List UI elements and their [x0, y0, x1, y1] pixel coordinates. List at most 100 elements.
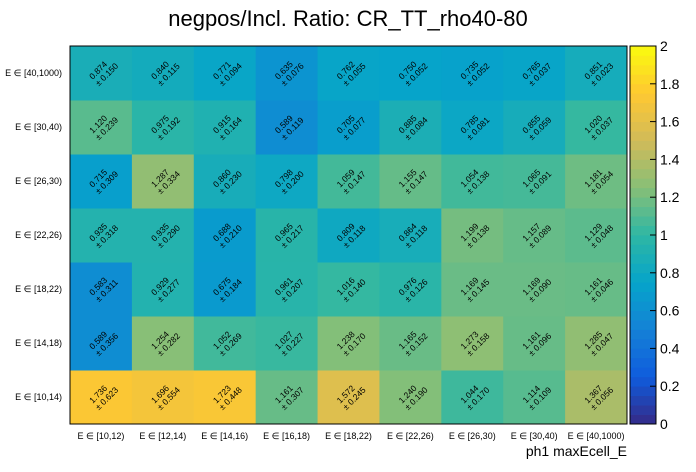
color-scale-segment — [630, 386, 656, 397]
color-scale-segment — [630, 168, 656, 179]
heatmap-cell — [317, 370, 380, 425]
color-scale-segment — [630, 216, 656, 226]
heatmap-cell — [317, 100, 380, 155]
heatmap-cell — [131, 46, 195, 101]
y-tick-label: E ∈ [22,26) — [15, 230, 62, 240]
heatmap-cell — [565, 370, 628, 425]
heatmap-cell — [565, 154, 628, 209]
heatmap-cell — [193, 262, 257, 317]
heatmap-cell — [193, 316, 257, 371]
heatmap-cell — [503, 100, 566, 155]
heatmap-cell — [441, 46, 504, 101]
color-scale-tick-label: 0.4 — [660, 340, 680, 356]
heatmap-cell — [565, 316, 628, 371]
x-axis-tick-labels: E ∈ [10,12) E ∈ [12,14) E ∈ [14,16) E ∈ [16… — [78, 431, 625, 441]
color-scale-segment — [630, 272, 656, 283]
x-tick-label: E ∈ [22,26) — [387, 431, 434, 441]
heatmap-cell — [441, 208, 504, 263]
color-scale-segment — [630, 376, 656, 387]
heatmap-cell — [317, 262, 380, 317]
plot-frame — [69, 45, 628, 425]
color-scale-segment — [630, 320, 656, 330]
color-scale-segment — [630, 159, 656, 170]
heatmap-cell — [503, 370, 566, 425]
color-scale-bar: 0 0.2 0.4 0.6 0.8 1 1.2 1.4 1.6 1.8 2 — [629, 38, 680, 432]
heatmap-cell — [379, 154, 442, 209]
color-scale-segment — [630, 121, 656, 132]
color-scale-segment — [630, 93, 656, 104]
heatmap-cell — [70, 154, 133, 209]
color-scale-segment — [630, 357, 656, 368]
heatmap-cell — [131, 100, 195, 155]
y-tick-label: E ∈ [18,22) — [15, 284, 62, 294]
color-scale-segment — [630, 187, 656, 198]
heatmap-cell — [565, 46, 628, 101]
heatmap-cell — [131, 316, 195, 371]
color-scale-tick-label: 0.6 — [660, 303, 680, 319]
heatmap-cell — [255, 370, 319, 425]
color-scale-segment — [630, 244, 656, 255]
y-tick-label: E ∈ [14,18) — [15, 338, 62, 348]
heatmap-cell — [255, 100, 319, 155]
color-scale-segment — [630, 74, 656, 85]
x-tick-label: E ∈ [16,18) — [263, 431, 310, 441]
color-scale-segment — [630, 338, 656, 349]
color-scale-tick-label: 1.8 — [660, 76, 680, 92]
heatmap-cell — [565, 100, 628, 155]
heatmap-cell — [503, 46, 566, 101]
heatmap-cell — [255, 208, 319, 263]
heatmap-cell — [503, 316, 566, 371]
x-tick-label: E ∈ [30,40) — [511, 431, 558, 441]
heatmap-cell — [317, 46, 380, 101]
color-scale-segment — [630, 64, 656, 75]
heatmap-cell — [131, 370, 195, 425]
color-scale-segment — [630, 197, 656, 208]
x-tick-label: E ∈ [14,16) — [201, 431, 248, 441]
heatmap-cell — [70, 370, 133, 425]
color-scale-segment — [630, 414, 656, 425]
heatmap-cell — [255, 262, 319, 317]
color-scale-segment — [630, 149, 656, 160]
x-tick-label: E ∈ [10,12) — [78, 431, 125, 441]
color-scale-segment — [630, 102, 656, 113]
x-tick-label: E ∈ [18,22) — [325, 431, 372, 441]
color-scale-segment — [630, 83, 656, 94]
y-axis-tick-labels: E ∈ [10,14) E ∈ [14,18) E ∈ [18,22) E ∈ [22… — [5, 68, 62, 402]
heatmap-cell — [317, 154, 380, 209]
y-tick-label: E ∈ [26,30) — [15, 176, 62, 186]
color-scale-tick-label: 0.2 — [660, 378, 680, 394]
heatmap-cell — [317, 316, 380, 371]
heatmap-cell — [255, 46, 319, 101]
heatmap-cell — [255, 154, 319, 209]
color-scale-tick-label: 1 — [660, 227, 668, 243]
heatmap-cell — [131, 208, 195, 263]
color-scale-tick-label: 0 — [660, 416, 668, 432]
color-scale-segment — [630, 140, 656, 151]
heatmap-cell — [441, 154, 504, 209]
y-tick-label: E ∈ [10,14) — [15, 392, 62, 402]
color-scale-segment — [630, 206, 656, 217]
heatmap-cell — [193, 208, 257, 263]
heatmap-cell — [565, 262, 628, 317]
heatmap-cell — [131, 262, 195, 317]
heatmap-cells: 1.736± 0.623 1.696± 0.554 1.723± 0.448 1.16… — [70, 46, 628, 425]
heatmap-cell — [503, 154, 566, 209]
heatmap-cell — [503, 262, 566, 317]
heatmap-cell — [379, 370, 442, 425]
y-tick-label: E ∈ [30,40) — [15, 122, 62, 132]
y-tick-label: E ∈ [40,1000) — [5, 68, 62, 78]
color-scale-segment — [630, 395, 656, 406]
heatmap-cell — [317, 208, 380, 263]
heatmap-cell — [441, 262, 504, 317]
color-scale-tick-label: 1.4 — [660, 151, 680, 167]
color-scale-segment — [630, 301, 656, 311]
color-scale-segment — [630, 253, 656, 264]
heatmap-cell — [193, 370, 257, 425]
heatmap-cell — [193, 100, 257, 155]
heatmap-cell — [379, 46, 442, 101]
color-scale-segment — [630, 178, 656, 189]
color-scale-segment — [630, 348, 656, 359]
color-scale-tick-label: 2 — [660, 38, 668, 54]
color-scale-tick-label: 0.8 — [660, 265, 680, 281]
